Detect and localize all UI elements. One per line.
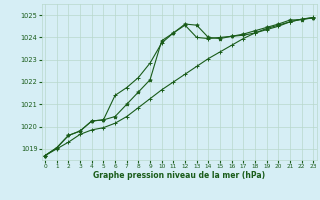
X-axis label: Graphe pression niveau de la mer (hPa): Graphe pression niveau de la mer (hPa): [93, 171, 265, 180]
